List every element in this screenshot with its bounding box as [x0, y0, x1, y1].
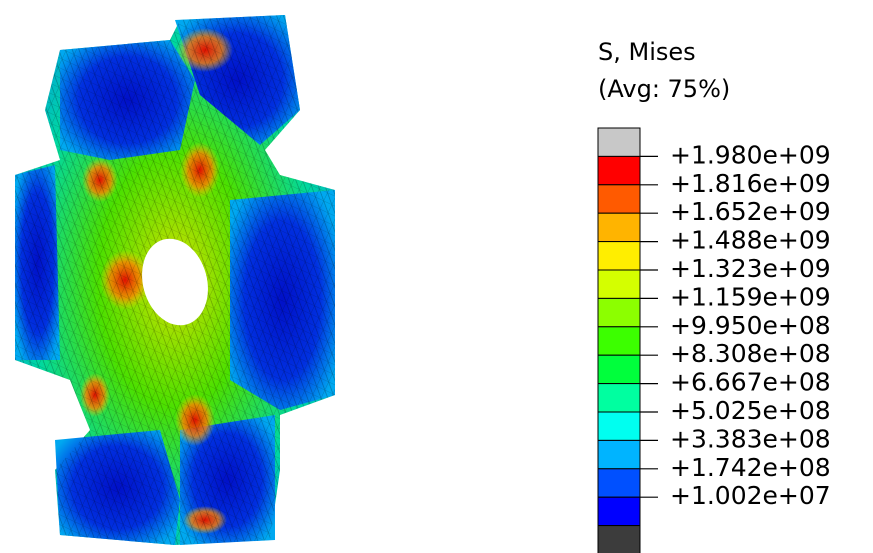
legend-label: +1.652e+09 — [670, 197, 831, 226]
legend-label: +1.488e+09 — [670, 226, 831, 255]
legend-swatch — [598, 327, 640, 355]
legend-label: +1.159e+09 — [670, 282, 831, 311]
legend-swatch — [598, 128, 640, 156]
legend-label: +1.980e+09 — [670, 140, 831, 169]
legend-swatch — [598, 156, 640, 184]
legend: +1.980e+09+1.816e+09+1.652e+09+1.488e+09… — [598, 128, 831, 553]
legend-swatch — [598, 355, 640, 383]
legend-swatch — [598, 298, 640, 326]
legend-swatch — [598, 270, 640, 298]
legend-label: +1.742e+08 — [670, 453, 831, 482]
legend-label: +8.308e+08 — [670, 339, 831, 368]
legend-label: +3.383e+08 — [670, 424, 831, 453]
legend-title: S, Mises — [598, 38, 696, 66]
legend-label: +1.816e+09 — [670, 169, 831, 198]
legend-swatch — [598, 213, 640, 241]
contour-plot: S, Mises (Avg: 75%) +1.980e+09+1.816e+09… — [0, 0, 873, 553]
legend-swatch — [598, 469, 640, 497]
model — [15, 15, 335, 545]
legend-label: +5.025e+08 — [670, 396, 831, 425]
legend-label: +9.950e+08 — [670, 311, 831, 340]
legend-swatch — [598, 384, 640, 412]
legend-label: +6.667e+08 — [670, 368, 831, 397]
legend-swatch — [598, 497, 640, 525]
legend-swatch — [598, 440, 640, 468]
legend-subtitle: (Avg: 75%) — [598, 75, 730, 103]
legend-swatch — [598, 242, 640, 270]
legend-label: +1.323e+09 — [670, 254, 831, 283]
legend-label: +1.002e+07 — [670, 481, 831, 510]
legend-swatch — [598, 412, 640, 440]
legend-swatch — [598, 526, 640, 553]
legend-swatch — [598, 185, 640, 213]
